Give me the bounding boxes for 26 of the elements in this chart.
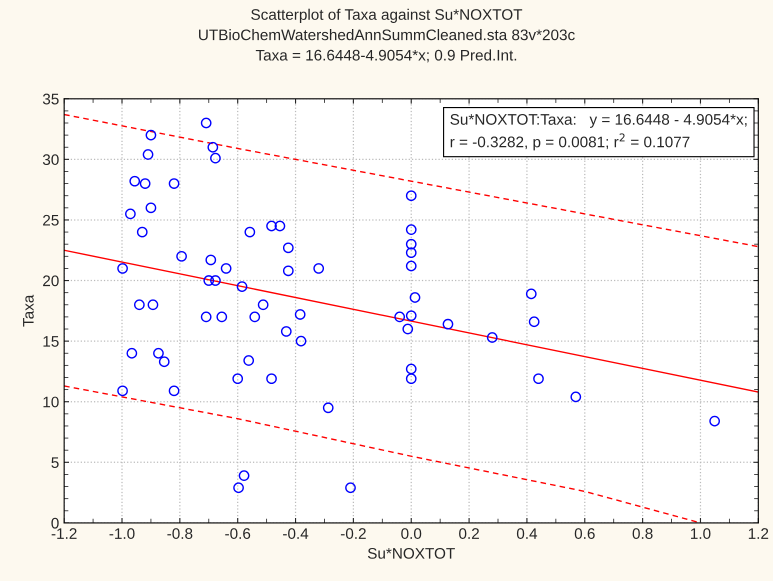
x-tick-label: 0.6 — [574, 528, 595, 539]
y-tick-label: 5 — [51, 457, 59, 468]
x-tick-label: 1.0 — [691, 528, 710, 539]
x-tick-label: 1.2 — [748, 528, 768, 539]
x-tick-label: -1.0 — [110, 528, 135, 539]
annotation: Su*NOXTOT:Taxa: y = 16.6448 - 4.9054*x; r = -0.3282, p = 0.0081; r$^{2}$ = 0.1077 — [450, 114, 747, 150]
y-tick-label: 10 — [43, 396, 59, 408]
chart-title: Scatterplot of Taxa against Su*NOXTOT — [251, 8, 522, 23]
x-tick-label: -1.2 — [52, 528, 77, 539]
x-tick-label: 0.2 — [459, 528, 479, 539]
x-tick-label: 0.4 — [516, 528, 538, 539]
y-tick-label: 15 — [43, 336, 59, 347]
x-tick-label: -0.4 — [283, 528, 308, 539]
x-tick-label: 0.0 — [401, 528, 422, 539]
x-tick-label: -0.6 — [225, 528, 250, 539]
y-tick-label: 30 — [42, 154, 59, 166]
y-axis-title: Taxa — [23, 294, 34, 327]
chart-subtitle: UTBioChemWatershedAnnSummCleaned.sta 83v*203c Taxa = 16.6448-4.9054*x; 0.9 Pred.Int. — [199, 29, 575, 62]
y-tick-label: 0 — [51, 518, 59, 529]
x-axis-title: Su*NOXTOT — [368, 548, 455, 559]
x-tick-label: 0.8 — [632, 528, 653, 539]
y-tick-label: 20 — [43, 275, 59, 286]
x-tick-label: -0.2 — [340, 528, 366, 539]
y-tick-label: 35 — [42, 94, 59, 104]
x-tick-label: -0.8 — [167, 528, 192, 539]
y-tick-label: 25 — [43, 214, 59, 226]
